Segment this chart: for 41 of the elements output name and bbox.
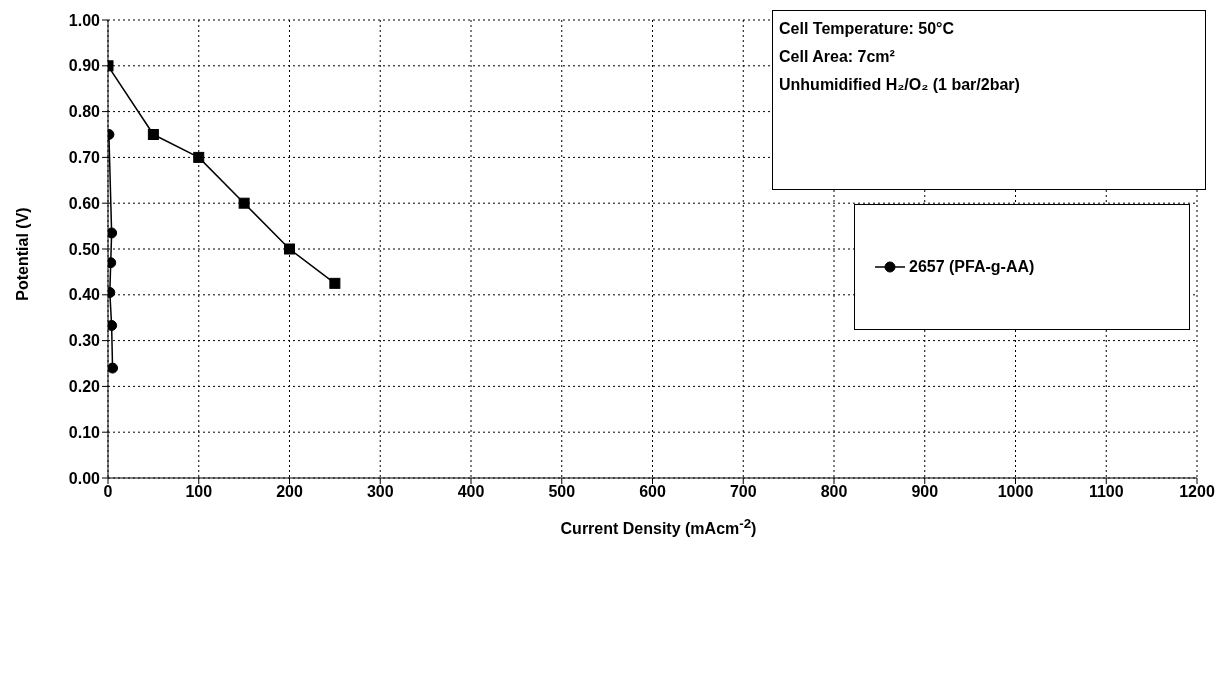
- y-tick-label: 0.30: [68, 332, 101, 350]
- y-tick-label: 0.00: [68, 469, 101, 487]
- x-tick-label: 1100: [1088, 483, 1124, 501]
- x-tick-label: 0: [103, 483, 113, 501]
- point: [108, 362, 119, 374]
- y-tick-label: 0.60: [68, 194, 101, 212]
- y-tick-label: 0.10: [68, 423, 101, 441]
- y-tick-label: 0.40: [68, 286, 101, 304]
- annotation: Unhumidified H₂/O₂ (1 bar/2bar): [779, 75, 1021, 95]
- y-tick-label: 1.00: [68, 11, 101, 29]
- x-tick-label: 800: [820, 483, 848, 501]
- annotation: Cell Temperature: 50°C: [779, 19, 956, 39]
- x-tick-label: 400: [457, 483, 485, 501]
- x-tick-label: 1000: [997, 483, 1034, 501]
- x-tick-label: 100: [185, 483, 213, 501]
- annotation: Cell Area: 7cm²: [779, 47, 896, 67]
- point: [108, 257, 117, 269]
- legend-box: 2657 (PFA-g-AA): [854, 204, 1190, 330]
- y-axis-title: Potential (V): [14, 207, 32, 301]
- x-tick-label: 300: [366, 483, 394, 501]
- y-tick-label: 0.50: [68, 240, 101, 258]
- x-tick-label: 500: [548, 483, 576, 501]
- y-tick-label: 0.90: [68, 57, 101, 75]
- x-tick-label: 1200: [1179, 483, 1215, 501]
- y-tick-label: 0.80: [68, 103, 101, 121]
- x-tick-label: 600: [639, 483, 666, 501]
- x-tick-label: 700: [729, 483, 757, 501]
- y-tick-label: 0.70: [68, 149, 101, 167]
- legend-label: 2657 (PFA-g-AA): [909, 258, 1035, 276]
- point: [193, 151, 205, 163]
- y-tick-label: 0.20: [68, 378, 101, 396]
- x-axis-title: Current Density (mAcm$^{-2}$): [559, 516, 758, 539]
- point: [284, 243, 295, 255]
- point: [238, 197, 250, 209]
- text-box: Cell Temperature: 50°C Cell Area: 7cm² Unhumidified H₂/O₂ (1 bar/2bar): [772, 10, 1206, 190]
- point: [108, 227, 118, 239]
- point: [147, 129, 159, 140]
- x-tick-label: 900: [911, 483, 939, 501]
- point: [108, 319, 118, 331]
- point: [329, 277, 341, 289]
- x-tick-label: 200: [276, 483, 303, 501]
